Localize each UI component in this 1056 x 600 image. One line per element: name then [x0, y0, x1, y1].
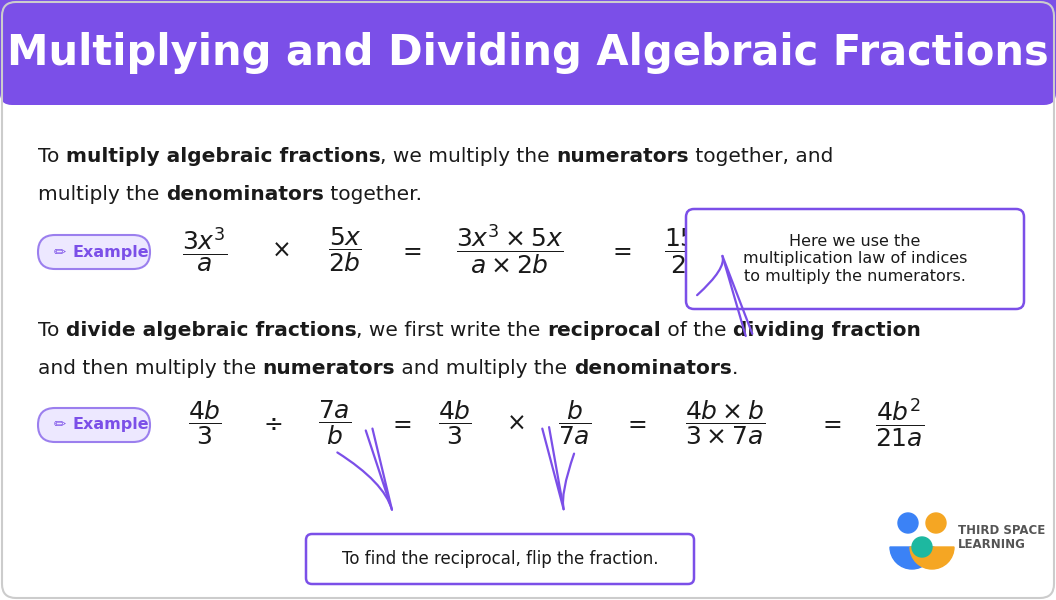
Text: To find the reciprocal, flip the fraction.: To find the reciprocal, flip the fractio… — [342, 550, 658, 568]
Wedge shape — [910, 547, 954, 569]
Text: $=$: $=$ — [818, 411, 842, 435]
Text: , we multiply the: , we multiply the — [380, 148, 557, 166]
Text: reciprocal: reciprocal — [547, 320, 661, 340]
Text: THIRD SPACE: THIRD SPACE — [958, 524, 1045, 538]
Text: $\dfrac{3x^3 \times 5x}{a \times 2b}$: $\dfrac{3x^3 \times 5x}{a \times 2b}$ — [456, 223, 564, 277]
Text: $\dfrac{3x^3}{a}$: $\dfrac{3x^3}{a}$ — [183, 226, 228, 275]
Text: denominators: denominators — [573, 358, 732, 377]
FancyBboxPatch shape — [0, 0, 1056, 105]
Text: $=$: $=$ — [623, 411, 647, 435]
Text: numerators: numerators — [557, 148, 690, 166]
Text: $\dfrac{4b \times b}{3 \times 7a}$: $\dfrac{4b \times b}{3 \times 7a}$ — [685, 398, 766, 448]
Text: $\div$: $\div$ — [263, 411, 283, 435]
FancyBboxPatch shape — [38, 235, 150, 269]
Text: $\dfrac{4b^2}{21a}$: $\dfrac{4b^2}{21a}$ — [875, 397, 925, 449]
Text: To: To — [38, 148, 65, 166]
Text: together, and: together, and — [690, 148, 833, 166]
Text: $\times$: $\times$ — [506, 411, 524, 435]
FancyBboxPatch shape — [686, 209, 1024, 309]
Circle shape — [898, 513, 918, 533]
Wedge shape — [890, 547, 934, 569]
Text: divide algebraic fractions: divide algebraic fractions — [65, 320, 357, 340]
Text: together.: together. — [323, 185, 421, 205]
Text: ✏: ✏ — [54, 245, 67, 259]
Text: $\dfrac{5x}{2b}$: $\dfrac{5x}{2b}$ — [328, 226, 362, 274]
Text: ✏: ✏ — [54, 418, 67, 433]
FancyBboxPatch shape — [306, 534, 694, 584]
Text: and then multiply the: and then multiply the — [38, 358, 263, 377]
Text: $=$: $=$ — [388, 411, 412, 435]
Text: dividing fraction: dividing fraction — [733, 320, 921, 340]
Text: $=$: $=$ — [608, 238, 631, 262]
Text: $\dfrac{4b}{3}$: $\dfrac{4b}{3}$ — [188, 398, 222, 448]
Text: , we first write the: , we first write the — [357, 320, 547, 340]
Text: of the: of the — [661, 320, 733, 340]
Text: multiply algebraic fractions: multiply algebraic fractions — [65, 148, 380, 166]
Text: $\times$: $\times$ — [270, 238, 289, 262]
Text: $\dfrac{b}{7a}$: $\dfrac{b}{7a}$ — [559, 398, 591, 448]
Text: $\dfrac{7a}{b}$: $\dfrac{7a}{b}$ — [319, 398, 352, 448]
Text: LEARNING: LEARNING — [958, 539, 1025, 551]
Text: Multiplying and Dividing Algebraic Fractions: Multiplying and Dividing Algebraic Fract… — [7, 31, 1049, 73]
Text: multiply the: multiply the — [38, 185, 166, 205]
Text: To: To — [38, 320, 65, 340]
Text: and multiply the: and multiply the — [395, 358, 573, 377]
Text: $=$: $=$ — [398, 238, 422, 262]
Text: denominators: denominators — [166, 185, 323, 205]
Circle shape — [926, 513, 946, 533]
Text: $\dfrac{4b}{3}$: $\dfrac{4b}{3}$ — [438, 398, 472, 448]
Text: Here we use the
multiplication law of indices
to multiply the numerators.: Here we use the multiplication law of in… — [742, 234, 967, 284]
Text: $\dfrac{15x^4}{2ab}$: $\dfrac{15x^4}{2ab}$ — [664, 223, 725, 277]
FancyBboxPatch shape — [38, 408, 150, 442]
Text: .: . — [732, 358, 738, 377]
Circle shape — [912, 537, 932, 557]
Text: Example: Example — [72, 418, 149, 433]
Text: Example: Example — [72, 245, 149, 259]
Text: numerators: numerators — [263, 358, 395, 377]
